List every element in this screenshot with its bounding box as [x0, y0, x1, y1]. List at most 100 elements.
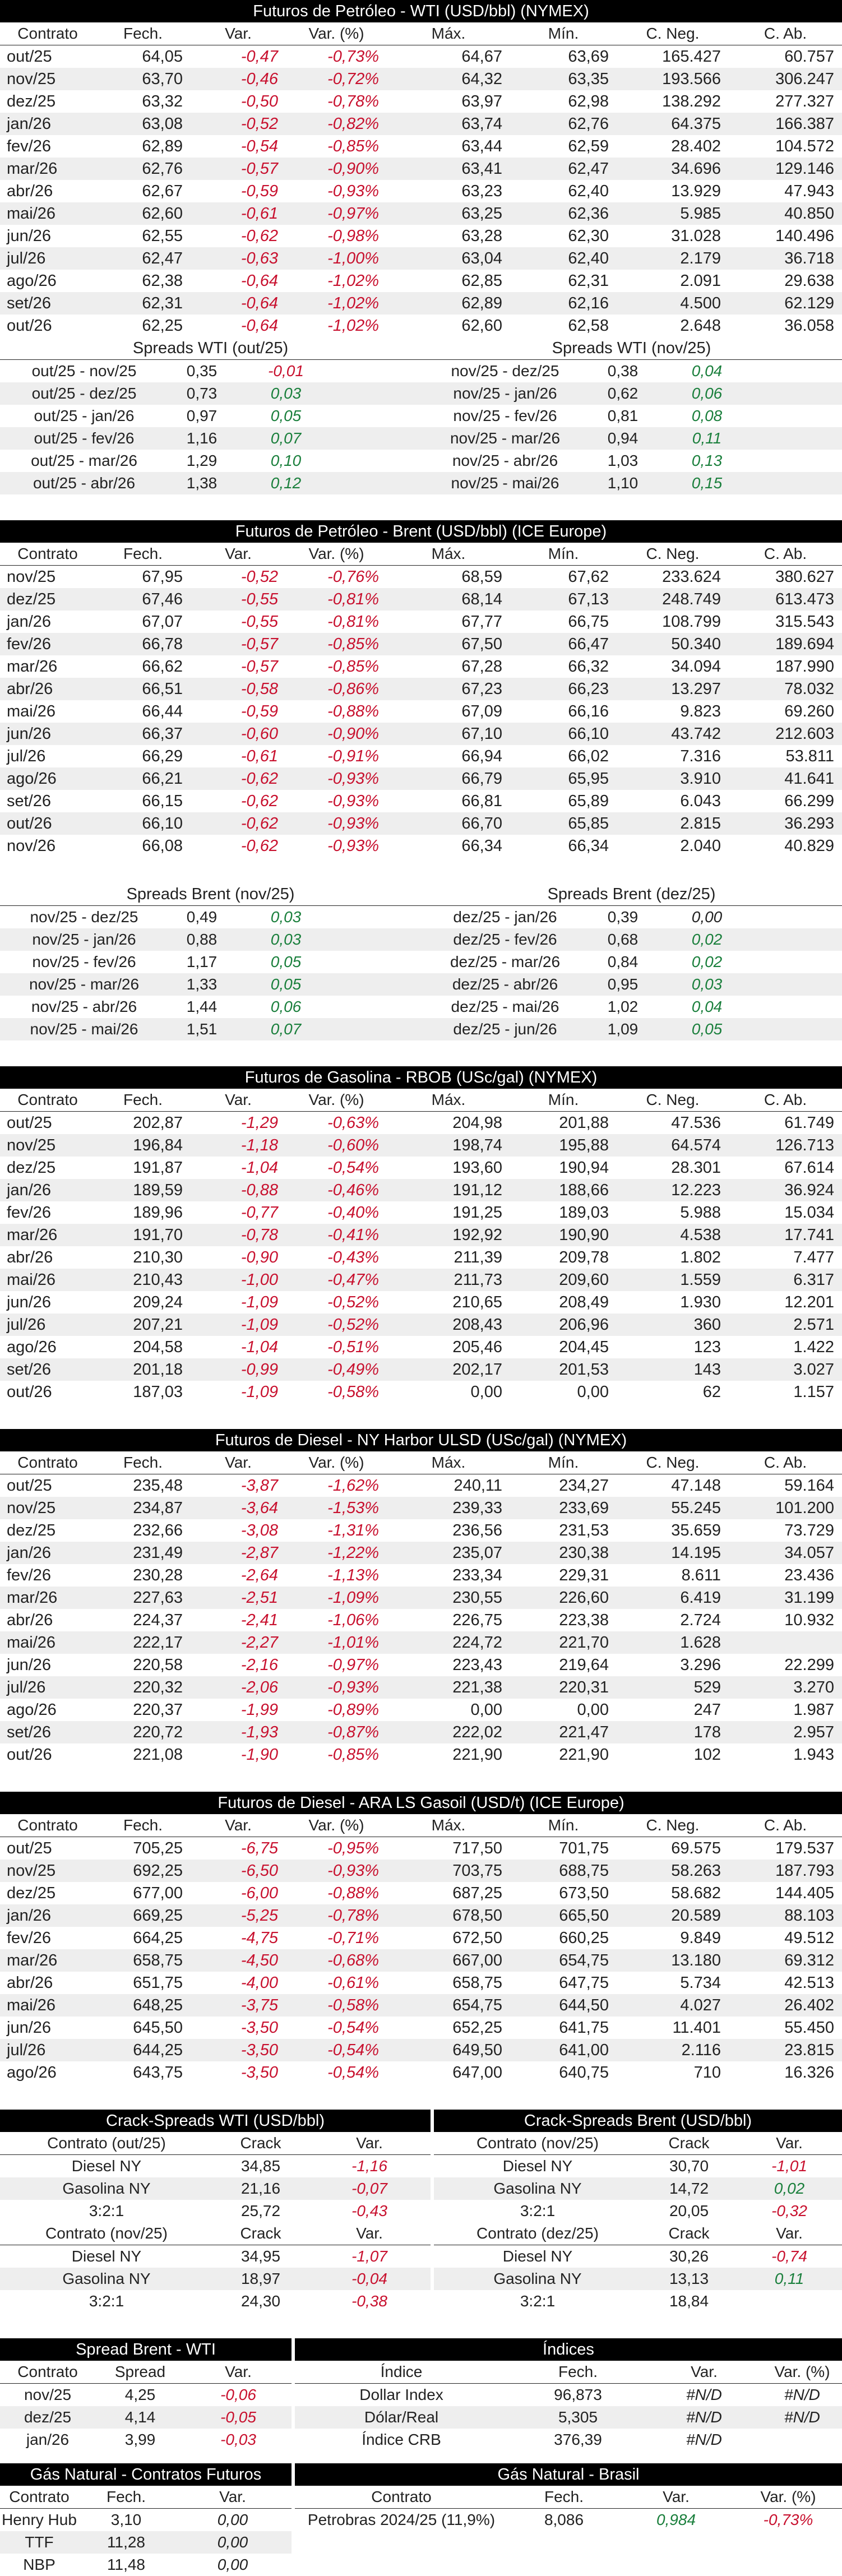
table-cell: 6.317: [793, 1271, 834, 1289]
crack-row: 3:2:1 25,72 -0,43: [0, 2200, 431, 2222]
spread-row: out/25 - dez/25 0,73 0,03: [0, 382, 421, 405]
table-cell: 230,55: [452, 1589, 502, 1607]
table-cell: out/26: [7, 317, 52, 335]
table-row: set/26 220,72 -1,93 -0,87% 222,02 221,47 178 2.…: [0, 1721, 842, 1743]
table-cell: set/26: [7, 1723, 51, 1741]
table-cell: -0,85%: [327, 635, 379, 653]
table-row: out/25 705,25 -6,75 -0,95% 717,50 701,75 69.57…: [0, 1837, 842, 1860]
table-row: Dólar/Real 5,305 #N/D #N/D: [295, 2406, 842, 2429]
table-cell: mai/26: [7, 1634, 56, 1652]
spread-value: 1,29: [186, 452, 218, 469]
table-cell: mar/26: [7, 1589, 58, 1607]
spread-change: 0,03: [691, 975, 723, 993]
table-cell: 230,28: [133, 1566, 183, 1584]
column-header: Var.: [225, 2363, 252, 2380]
table-cell: 360: [693, 1316, 721, 1334]
indices-table: Índices Índice Fech. Var. Var. (%) Dollar Ind…: [295, 2338, 842, 2451]
table-cell: -0,59: [240, 182, 278, 200]
spread-value: 0,95: [607, 975, 639, 993]
crack-row: Gasolina NY 21,16 -0,07: [0, 2177, 431, 2200]
table-cell: 3.910: [680, 770, 721, 788]
table-cell: 2.648: [680, 317, 721, 335]
table-row: set/26 201,18 -0,99 -0,49% 202,17 201,53 143 3.…: [0, 1358, 842, 1381]
column-header: C. Ab.: [764, 545, 807, 562]
table-cell: 41.641: [784, 770, 834, 788]
table-cell: 13.180: [671, 1951, 721, 1969]
table-cell: -0,62: [240, 770, 278, 788]
spread-pair: nov/25 - mar/26: [450, 429, 561, 447]
table-cell: -2,41: [240, 1611, 278, 1629]
spread-value: 1,17: [186, 953, 218, 970]
table-row: Dollar Index 96,873 #N/D #N/D: [295, 2384, 842, 2406]
table-body: out/25 235,48 -3,87 -1,62% 240,11 234,27 47.14…: [0, 1474, 842, 1766]
table-cell: 220,31: [559, 1678, 609, 1696]
spread-row: out/25 - abr/26 1,38 0,12: [0, 472, 421, 494]
table-cell: 66,34: [568, 837, 609, 855]
table-cell: 5.734: [680, 1974, 721, 1992]
table-cell: -0,59: [240, 702, 278, 720]
table-cell: 673,50: [559, 1884, 609, 1902]
table-cell: 66,10: [142, 815, 183, 833]
spread-pair: dez/25 - jun/26: [453, 1020, 557, 1038]
table-cell: 36.293: [784, 815, 834, 833]
spread-change: 0,05: [270, 975, 302, 993]
table-row: dez/25 63,32 -0,50 -0,78% 63,97 62,98 138.292 2…: [0, 90, 842, 113]
rbob-futures-section: Futuros de Gasolina - RBOB (USc/gal) (NY…: [0, 1066, 842, 1403]
table-row: nov/25 63,70 -0,46 -0,72% 64,32 63,35 193.566 3…: [0, 68, 842, 90]
table-cell: 198,74: [452, 1136, 502, 1154]
table-cell: 66,23: [568, 680, 609, 698]
table-row: mar/26 66,62 -0,57 -0,85% 67,28 66,32 34.094 18…: [0, 655, 842, 678]
table-cell: 66,32: [568, 658, 609, 676]
spread-row: dez/25 - fev/26 0,68 0,02: [421, 928, 842, 951]
table-cell: 672,50: [452, 1929, 502, 1947]
table-cell: jan/26: [7, 1544, 52, 1562]
table-cell: 26.402: [784, 1996, 834, 2014]
table-cell: dez/25: [7, 93, 56, 110]
table-cell: 645,50: [133, 2019, 183, 2037]
spread-value: 0,84: [607, 953, 639, 970]
column-header: C. Ab.: [764, 1454, 807, 1471]
table-row: fev/26 62,89 -0,54 -0,85% 63,44 62,59 28.402 10…: [0, 135, 842, 158]
spread-pair: nov/25 - dez/25: [451, 362, 559, 380]
table-cell: 211,39: [454, 1248, 502, 1266]
table-cell: -1,04: [240, 1338, 278, 1356]
table-cell: 3.270: [793, 1678, 834, 1696]
table-cell: 7.316: [680, 747, 721, 765]
table-cell: 68,14: [461, 590, 502, 608]
table-cell: 647,75: [559, 1974, 609, 1992]
spread-value: 1,09: [607, 1020, 639, 1038]
table-cell: 69.312: [784, 1951, 834, 1969]
table-cell: -0,71%: [327, 1929, 379, 1947]
table-cell: abr/26: [7, 680, 53, 698]
table-cell: jul/26: [7, 1316, 46, 1334]
table-cell: 220,37: [133, 1701, 183, 1719]
spread-value: 1,33: [186, 975, 218, 993]
table-cell: 1.157: [793, 1383, 834, 1401]
column-header: Var.: [225, 545, 252, 562]
column-header: Máx.: [431, 545, 466, 562]
table-cell: -0,78: [240, 1226, 278, 1244]
table-cell: -0,63: [240, 249, 278, 267]
table-cell: 0,00: [217, 2533, 248, 2551]
spread-change: 0,15: [691, 474, 723, 492]
spread-pair: nov/25 - fev/26: [32, 953, 136, 970]
table-row: jan/26 67,07 -0,55 -0,81% 67,77 66,75 108.799 3…: [0, 611, 842, 633]
table-cell: 220,32: [133, 1678, 183, 1696]
table-row: fev/26 664,25 -4,75 -0,71% 672,50 660,25 9.849…: [0, 1927, 842, 1949]
table-cell: 67,62: [568, 568, 609, 586]
crack-product: Gasolina NY: [493, 2180, 582, 2197]
table-cell: 63,32: [142, 93, 183, 110]
table-cell: 63,44: [461, 137, 502, 155]
spread-pair: dez/25 - fev/26: [453, 931, 557, 948]
table-cell: 62,36: [568, 205, 609, 223]
table-row: mar/26 191,70 -0,78 -0,41% 192,92 190,90 4.538…: [0, 1224, 842, 1246]
table-cell: -3,50: [240, 2041, 278, 2059]
spread-value: 0,73: [186, 385, 218, 402]
table-cell: 61.749: [784, 1114, 834, 1132]
table-row: dez/25 677,00 -6,00 -0,88% 687,25 673,50 58.68…: [0, 1882, 842, 1904]
column-header: C. Ab.: [764, 1091, 807, 1108]
table-cell: 654,75: [559, 1951, 609, 1969]
crack-product: Diesel NY: [71, 2157, 142, 2175]
table-cell: 231,53: [559, 1521, 609, 1539]
table-cell: 67.614: [784, 1159, 834, 1177]
